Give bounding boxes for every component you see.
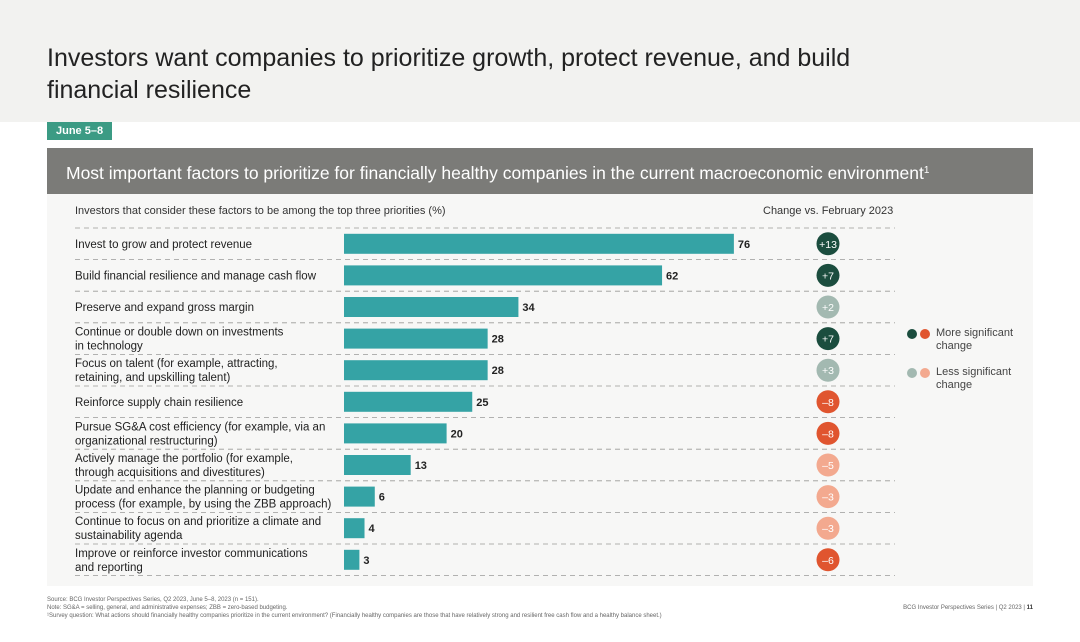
bar [344,233,734,254]
category-label: Reinforce supply chain resilience [75,397,243,409]
change-label: +2 [822,302,834,314]
category-label: Focus on talent (for example, attracting… [75,358,278,384]
change-badge [816,327,840,351]
change-column-header: Change vs. February 2023 [763,205,894,217]
page-footer: BCG Investor Perspectives Series | Q2 20… [903,605,1033,611]
footnote-source: Source: BCG Investor Perspectives Series… [47,597,259,603]
value-label: 62 [666,270,678,282]
change-label: +3 [822,365,834,377]
change-label: –5 [822,460,834,472]
value-label: 28 [492,334,504,346]
legend-dot-dark-orange [920,329,930,339]
bar [344,328,488,349]
footer-series: BCG Investor Perspectives Series | Q2 20… [903,605,1025,611]
bar [344,297,519,317]
change-label: –3 [822,492,834,504]
change-badge [816,295,840,319]
value-label: 4 [369,523,376,535]
category-label: Update and enhance the planning or budge… [75,485,331,511]
legend-dot-light-orange [920,368,930,378]
bar [344,455,411,475]
category-label: Preserve and expand gross margin [75,302,254,314]
date-tag: June 5–8 [47,122,113,140]
change-label: +7 [822,334,834,346]
value-label: 20 [451,428,463,440]
footnote-survey-question: ¹Survey question: What actions should fi… [47,613,662,619]
value-label: 34 [522,302,535,314]
footnote-note: Note: SG&A = selling, general, and admin… [47,605,288,611]
page-number: 11 [1026,605,1033,611]
change-badge [816,390,840,414]
bar [344,549,360,570]
category-label: Continue to focus on and prioritize a cl… [75,516,321,542]
change-badge [816,421,840,445]
change-badge [816,485,840,509]
value-label: 6 [379,492,385,504]
change-badge [816,453,840,477]
value-label: 3 [363,555,369,567]
legend-dot-dark-green [907,329,917,339]
footnotes: Source: BCG Investor Perspectives Series… [47,596,847,620]
bar [344,265,663,286]
change-badge [816,263,840,287]
change-label: –3 [822,523,834,535]
legend-less-text: Less significant change [936,366,1012,391]
banner-footnote-marker: 1 [923,165,930,176]
chart-banner: Most important factors to prioritize for… [47,148,1033,194]
bar [344,518,365,539]
value-label: 28 [492,365,504,377]
change-badge [816,232,840,256]
category-label: Build financial resilience and manage ca… [75,270,317,282]
change-badge [816,516,840,540]
change-label: –8 [822,428,834,440]
page-title: Investors want companies to prioritize g… [47,44,851,104]
change-label: +13 [819,239,837,251]
legend-more-significant: More significant change [907,327,1037,357]
legend-more-text: More significant change [936,327,1014,352]
bar [344,423,447,444]
category-label: Actively manage the portfolio (for examp… [75,453,293,479]
value-label: 76 [738,239,750,251]
change-label: +7 [822,270,834,282]
legend-dot-light-green [907,368,917,378]
value-label: 13 [415,460,427,472]
category-label: Invest to grow and protect revenue [75,239,252,251]
bar [344,486,375,507]
header-band [0,0,1080,122]
bar [344,360,488,381]
banner-title: Most important factors to prioritize for… [66,163,924,183]
change-label: –6 [822,555,834,567]
category-label: Pursue SG&A cost efficiency (for example… [75,421,325,447]
chart-subheading: Investors that consider these factors to… [75,205,446,217]
category-label: Improve or reinforce investor communicat… [75,548,308,574]
bar [344,391,473,412]
change-badge [816,548,840,572]
category-label: Continue or double down on investments in… [75,327,284,353]
change-label: –8 [822,397,834,409]
value-label: 25 [476,397,488,409]
change-badge [816,358,840,382]
legend-less-significant: Less significant change [907,366,1037,396]
